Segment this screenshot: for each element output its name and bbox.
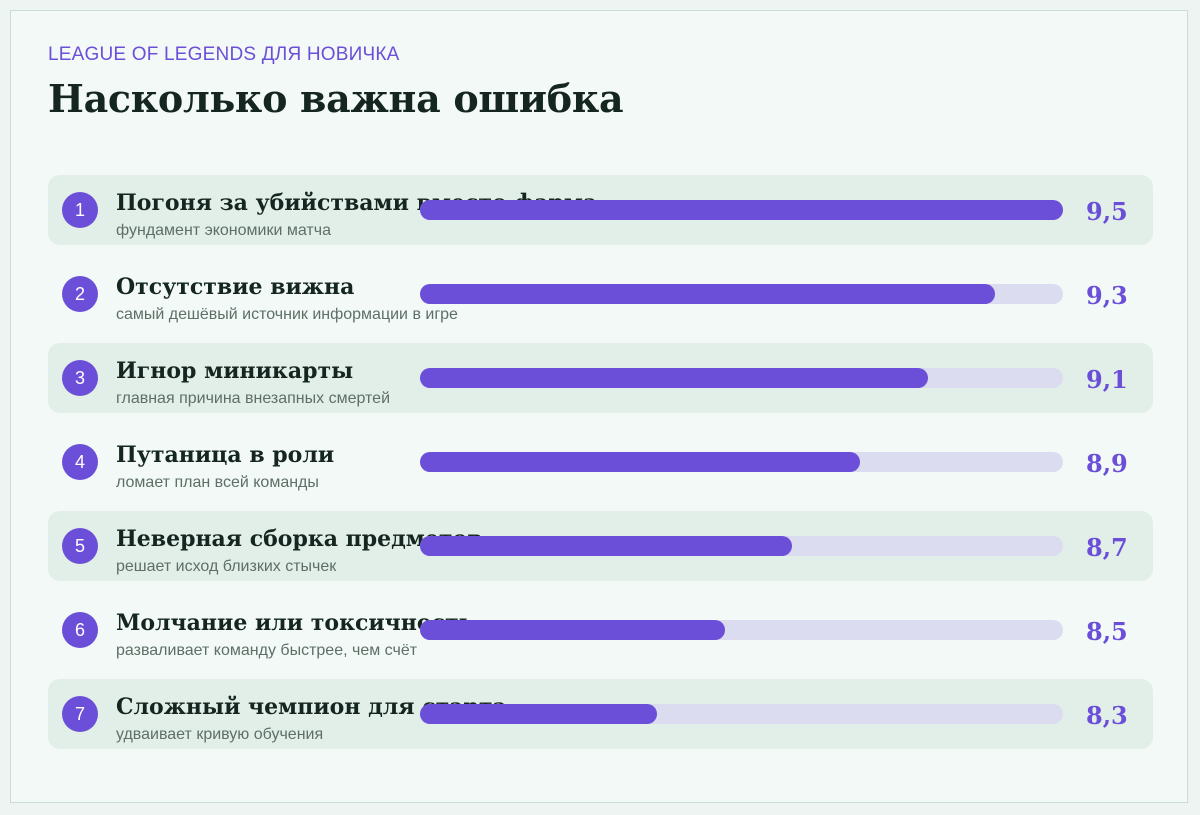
value-label: 8,7 [1086,533,1128,562]
bar [420,284,995,304]
category-subtitle: самый дешёвый источник информации в игре [116,306,458,323]
bar [420,452,860,472]
rank-badge: 7 [62,696,98,732]
bar-track [420,620,1063,640]
category-label: Путаница в роли [116,442,335,468]
value-label: 9,5 [1086,197,1128,226]
bar [420,704,657,724]
bar-row: 7 Сложный чемпион для старта удваивает кри… [48,679,1153,749]
value-label: 9,3 [1086,281,1128,310]
value-label: 8,3 [1086,701,1128,730]
value-label: 8,5 [1086,617,1128,646]
bar-track [420,200,1063,220]
bar-track [420,284,1063,304]
bar-row: 3 Игнор миникарты главная причина внезапны… [48,343,1153,413]
rank-badge: 5 [62,528,98,564]
bar [420,200,1063,220]
value-label: 9,1 [1086,365,1128,394]
bar-row: 4 Путаница в роли ломает план всей команды… [48,427,1153,497]
rank-badge: 2 [62,276,98,312]
category-label: Молчание или токсичность [116,610,474,636]
chart-kicker: LEAGUE OF LEGENDS ДЛЯ НОВИЧКА [48,44,400,65]
category-label: Отсутствие вижна [116,274,355,300]
value-label: 8,9 [1086,449,1128,478]
category-subtitle: ломает план всей команды [116,474,319,491]
category-subtitle: фундамент экономики матча [116,222,331,239]
category-label: Игнор миникарты [116,358,354,384]
bar-row: 6 Молчание или токсичность разваливает ком… [48,595,1153,665]
bar-track [420,704,1063,724]
rank-badge: 4 [62,444,98,480]
chart-title: Насколько важна ошибка [48,76,624,121]
bar-row: 2 Отсутствие вижна самый дешёвый источник … [48,259,1153,329]
bar [420,368,928,388]
category-subtitle: главная причина внезапных смертей [116,390,391,407]
bar-track [420,452,1063,472]
bar-track [420,536,1063,556]
bar [420,536,792,556]
category-subtitle: удваивает кривую обучения [116,726,324,743]
rank-badge: 3 [62,360,98,396]
category-subtitle: разваливает команду быстрее, чем счёт [116,642,418,659]
rank-badge: 6 [62,612,98,648]
rank-badge: 1 [62,192,98,228]
bar [420,620,725,640]
bar-row: 1 Погоня за убийствами вместо фарма фундам… [48,175,1153,245]
bar-track [420,368,1063,388]
category-subtitle: решает исход близких стычек [116,558,337,575]
bar-row: 5 Неверная сборка предметов решает исход б… [48,511,1153,581]
